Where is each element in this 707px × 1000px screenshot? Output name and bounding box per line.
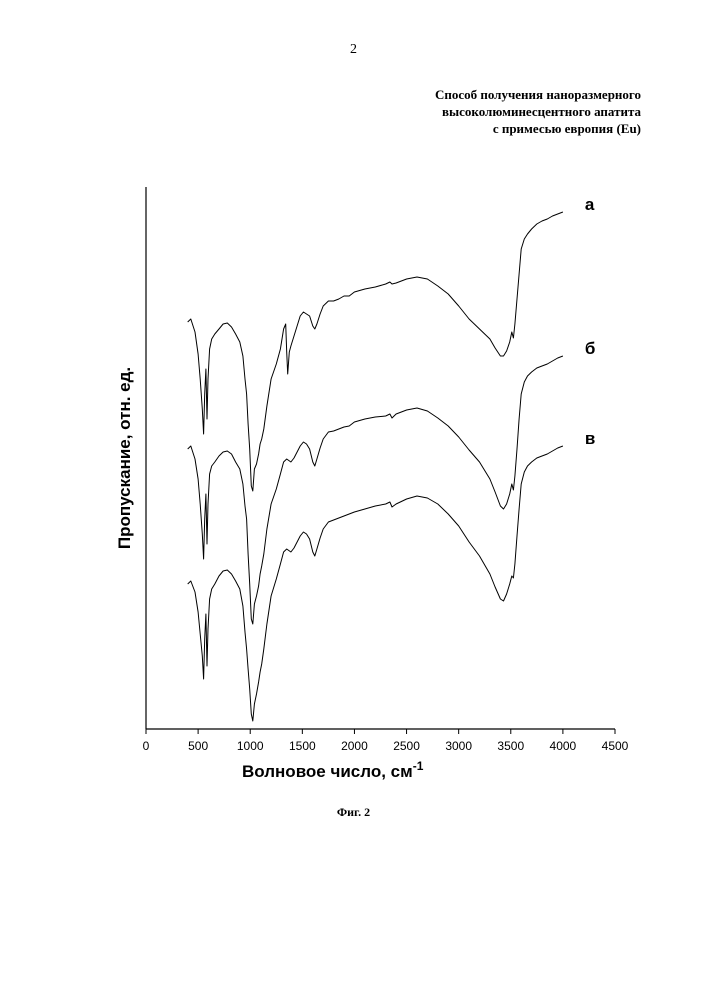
x-tick-label: 4500 [602, 739, 629, 753]
x-tick-label: 500 [188, 739, 208, 753]
series-group: а б в [188, 195, 596, 721]
x-tick-label: 3500 [497, 739, 524, 753]
figure-caption: Фиг. 2 [0, 805, 707, 820]
x-tick-label: 4000 [550, 739, 577, 753]
x-axis-title-text: Волновое число, см [242, 762, 413, 781]
x-tick-label: 3000 [445, 739, 472, 753]
series-label-2: б [585, 339, 596, 358]
x-tick-label: 1500 [289, 739, 316, 753]
x-tick-label: 2500 [393, 739, 420, 753]
series-label-1: а [585, 195, 595, 214]
x-tick-label: 2000 [341, 739, 368, 753]
x-tick-label: 0 [143, 739, 150, 753]
series-line-1 [188, 212, 563, 491]
x-axis-title: Волновое число, см-1 [242, 759, 424, 781]
x-axis-title-superscript: -1 [413, 759, 424, 773]
x-tick-label: 1000 [237, 739, 264, 753]
series-line-3 [188, 446, 563, 721]
y-axis-title: Пропускание, отн. ед. [115, 367, 134, 549]
series-line-2 [188, 356, 563, 624]
series-label-3: в [585, 429, 595, 448]
x-axis-ticks: 0 500 1000 1500 2000 2500 3000 3500 4000 4500 [143, 729, 629, 753]
